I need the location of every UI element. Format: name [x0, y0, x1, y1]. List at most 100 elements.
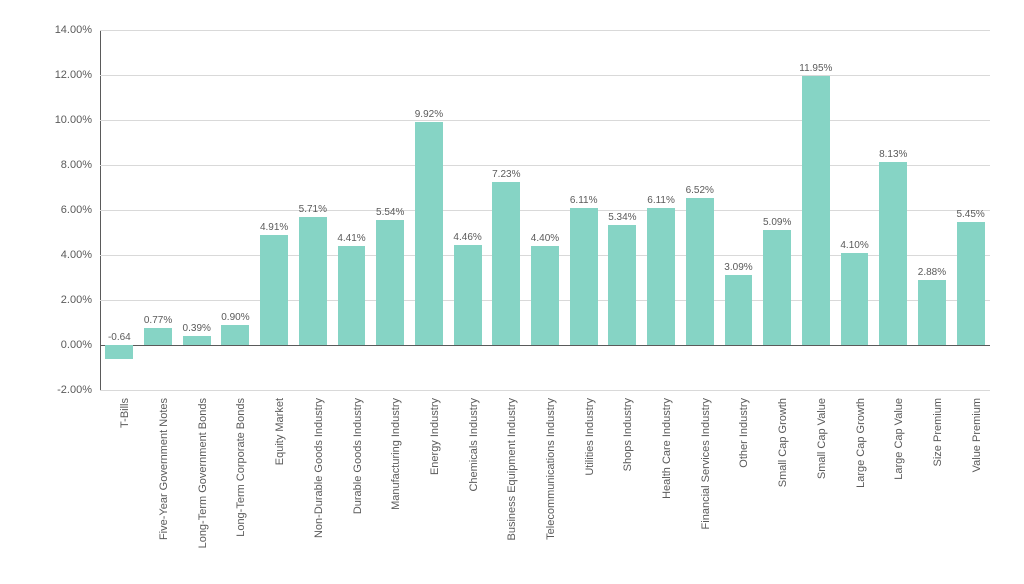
y-tick-label: 2.00%: [61, 294, 100, 306]
bar: [879, 162, 907, 345]
bar: [415, 122, 443, 345]
bar-value-label: 0.90%: [221, 312, 249, 323]
x-tick-label: Health Care Industry: [661, 398, 673, 499]
bar-slot: 4.46%Chemicals Industry: [448, 30, 487, 390]
bar: [338, 246, 366, 345]
bar-slot: 7.23%Business Equipment Industry: [487, 30, 526, 390]
bar-value-label: 6.11%: [570, 195, 598, 206]
bar: [608, 225, 636, 345]
x-tick-label: Long-Term Government Bonds: [197, 398, 209, 548]
bar: [531, 246, 559, 345]
bar-slot: 5.34%Shops Industry: [603, 30, 642, 390]
bar-slot: 6.11%Health Care Industry: [642, 30, 681, 390]
bar: [144, 328, 172, 345]
bar: [763, 230, 791, 345]
bar-slot: 0.77%Five-Year Government Notes: [139, 30, 178, 390]
bar-slot: 4.91%Equity Market: [255, 30, 294, 390]
bar: [686, 198, 714, 345]
bar-value-label: 2.88%: [918, 267, 946, 278]
x-tick-label: Chemicals Industry: [468, 398, 480, 492]
bar-value-label: 5.34%: [608, 212, 636, 223]
bar: [221, 325, 249, 345]
bar: [570, 208, 598, 345]
x-tick-label: Long-Term Corporate Bonds: [235, 398, 247, 537]
y-tick-label: 8.00%: [61, 159, 100, 171]
bar-value-label: 4.91%: [260, 222, 288, 233]
y-tick-label: 6.00%: [61, 204, 100, 216]
bar-value-label: 6.52%: [686, 185, 714, 196]
x-tick-label: Large Cap Value: [893, 398, 905, 480]
bar-slot: 2.88%Size Premium: [913, 30, 952, 390]
bar-slot: 5.54%Manufacturing Industry: [371, 30, 410, 390]
x-tick-label: Small Cap Value: [816, 398, 828, 479]
x-tick-label: Small Cap Growth: [777, 398, 789, 487]
y-tick-label: 0.00%: [61, 339, 100, 351]
bar-value-label: 0.77%: [144, 315, 172, 326]
y-tick-label: 4.00%: [61, 249, 100, 261]
bar-slot: 9.92%Energy Industry: [410, 30, 449, 390]
bar: [260, 235, 288, 345]
bar-value-label: 4.41%: [337, 233, 365, 244]
x-tick-label: Equity Market: [274, 398, 286, 465]
bar-value-label: 11.95%: [799, 63, 832, 74]
returns-bar-chart: -0.64T-Bills0.77%Five-Year Government No…: [0, 0, 1024, 584]
bar-value-label: 4.10%: [840, 240, 868, 251]
bar-slot: 5.71%Non-Durable Goods Industry: [293, 30, 332, 390]
bar: [918, 280, 946, 345]
bar-value-label: 5.71%: [299, 204, 327, 215]
x-tick-label: Energy Industry: [429, 398, 441, 475]
x-tick-label: Utilities Industry: [584, 398, 596, 476]
y-tick-label: -2.00%: [57, 384, 100, 396]
y-tick-label: 14.00%: [55, 24, 100, 36]
bar-value-label: 9.92%: [415, 109, 443, 120]
x-tick-label: Durable Goods Industry: [352, 398, 364, 514]
grid-line: [100, 390, 990, 391]
bar-value-label: 4.40%: [531, 233, 559, 244]
bar: [183, 336, 211, 345]
bar: [492, 182, 520, 345]
bar: [725, 275, 753, 345]
x-tick-label: Five-Year Government Notes: [158, 398, 170, 540]
bar: [105, 345, 133, 359]
bar: [957, 222, 985, 345]
bar-value-label: 6.11%: [647, 195, 675, 206]
bar-value-label: 5.09%: [763, 217, 791, 228]
bar-slot: 4.41%Durable Goods Industry: [332, 30, 371, 390]
x-tick-label: Large Cap Growth: [855, 398, 867, 488]
bar-value-label: 5.54%: [376, 207, 404, 218]
bar-slot: -0.64T-Bills: [100, 30, 139, 390]
bars-layer: -0.64T-Bills0.77%Five-Year Government No…: [100, 30, 990, 390]
x-tick-label: Shops Industry: [622, 398, 634, 471]
bar-slot: 0.39%Long-Term Government Bonds: [177, 30, 216, 390]
bar-slot: 5.09%Small Cap Growth: [758, 30, 797, 390]
x-tick-label: Non-Durable Goods Industry: [313, 398, 325, 538]
bar-value-label: 4.46%: [453, 232, 481, 243]
x-tick-label: Size Premium: [932, 398, 944, 466]
bar-slot: 11.95%Small Cap Value: [797, 30, 836, 390]
y-tick-label: 12.00%: [55, 69, 100, 81]
bar-value-label: 8.13%: [879, 149, 907, 160]
plot-area: -0.64T-Bills0.77%Five-Year Government No…: [100, 30, 990, 390]
x-tick-label: Manufacturing Industry: [390, 398, 402, 510]
bar-slot: 4.10%Large Cap Growth: [835, 30, 874, 390]
bar-slot: 8.13%Large Cap Value: [874, 30, 913, 390]
bar-slot: 3.09%Other Industry: [719, 30, 758, 390]
bar-slot: 6.52%Financial Services Industry: [680, 30, 719, 390]
bar-value-label: 5.45%: [956, 209, 984, 220]
bar-slot: 6.11%Utilities Industry: [564, 30, 603, 390]
bar: [802, 76, 830, 345]
bar: [376, 220, 404, 345]
bar-value-label: 7.23%: [492, 169, 520, 180]
x-tick-label: T-Bills: [119, 398, 131, 428]
bar-value-label: 3.09%: [724, 262, 752, 273]
y-tick-label: 10.00%: [55, 114, 100, 126]
bar-slot: 5.45%Value Premium: [951, 30, 990, 390]
x-tick-label: Other Industry: [738, 398, 750, 468]
bar-value-label: 0.39%: [183, 323, 211, 334]
bar: [647, 208, 675, 345]
x-tick-label: Value Premium: [971, 398, 983, 472]
x-tick-label: Business Equipment Industry: [506, 398, 518, 540]
bar-slot: 0.90%Long-Term Corporate Bonds: [216, 30, 255, 390]
x-tick-label: Financial Services Industry: [700, 398, 712, 529]
bar: [299, 217, 327, 345]
